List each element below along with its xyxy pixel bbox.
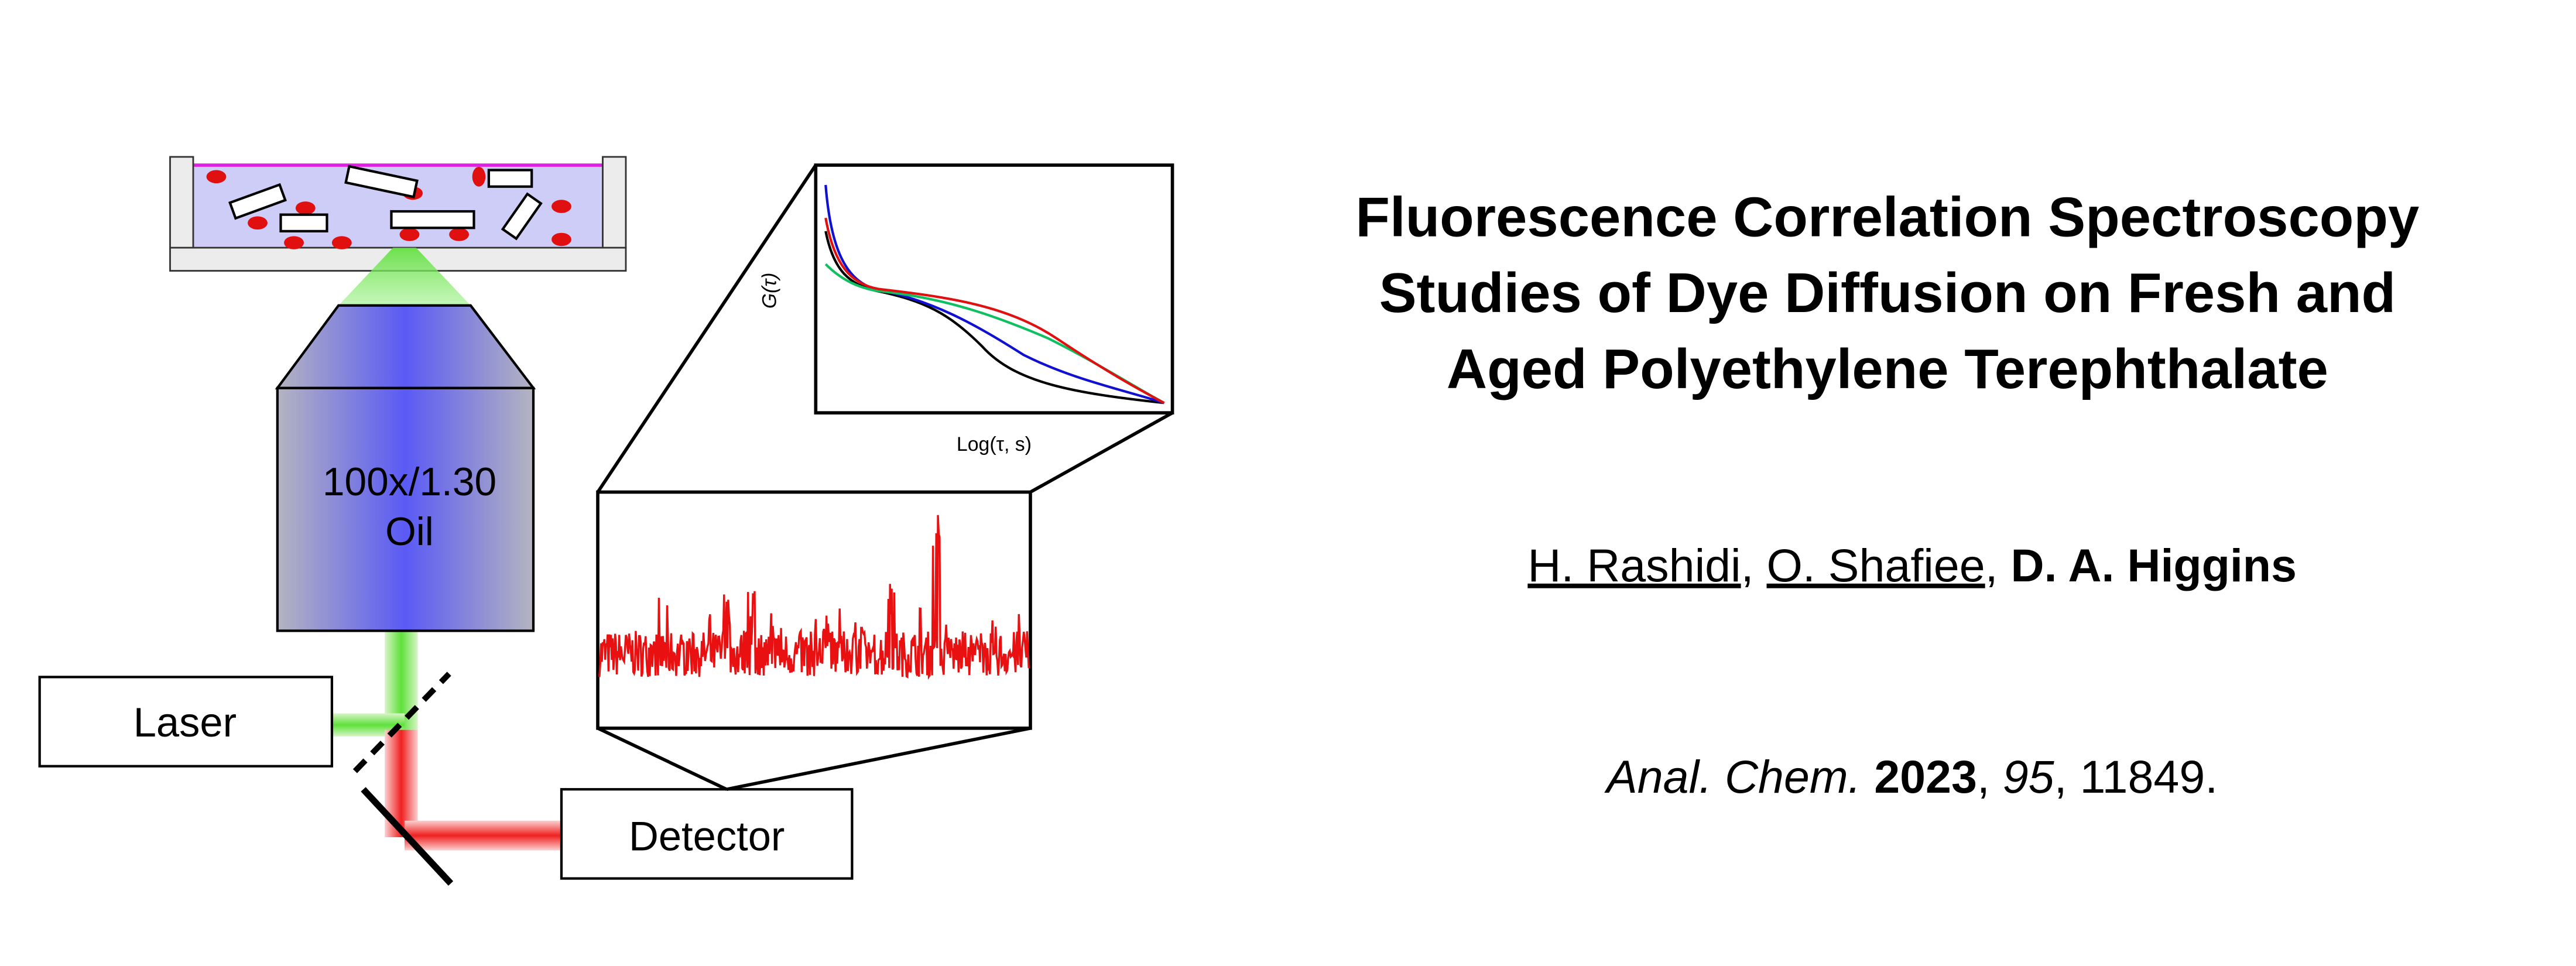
connector-lines bbox=[596, 164, 1173, 791]
red-beam bbox=[405, 820, 561, 851]
title-line: Studies of Dye Diffusion on Fresh and bbox=[1379, 262, 2396, 324]
objective: 100x/1.30 Oil bbox=[275, 304, 536, 632]
correlation-curves bbox=[824, 184, 1165, 405]
authors: H. Rashidi, O. Shafiee, D. A. Higgins bbox=[1527, 540, 2297, 591]
trace-box bbox=[596, 490, 1032, 730]
y-axis-label: G(τ) bbox=[759, 273, 781, 309]
author-separator: , bbox=[1741, 540, 1767, 591]
laser-box bbox=[38, 676, 334, 768]
author-name: O. Shafiee bbox=[1767, 540, 1985, 591]
volume: 95 bbox=[2003, 751, 2055, 803]
intensity-trace bbox=[598, 515, 1030, 680]
author-name: H. Rashidi bbox=[1527, 540, 1741, 591]
mirror bbox=[361, 787, 454, 886]
x-axis-label: Log(τ, s) bbox=[957, 433, 1032, 455]
year: 2023 bbox=[1874, 751, 1977, 803]
citation-separator: , bbox=[1977, 751, 2003, 803]
detector-label: Detector bbox=[629, 813, 785, 859]
author-name: D. A. Higgins bbox=[2011, 540, 2297, 591]
paper-title: Fluorescence Correlation Spectroscopy Stu… bbox=[1355, 186, 2419, 400]
journal: Anal. Chem. bbox=[1604, 751, 1861, 803]
citation: Anal. Chem. 2023, 95, 11849. bbox=[1604, 751, 2218, 803]
objective-label: Oil bbox=[385, 510, 434, 554]
excitation-cone bbox=[338, 248, 471, 306]
author-separator: , bbox=[1985, 540, 2011, 591]
laser-label: Laser bbox=[133, 699, 237, 745]
pages: 11849. bbox=[2080, 751, 2218, 803]
title-line: Fluorescence Correlation Spectroscopy bbox=[1355, 186, 2419, 248]
citation-separator: , bbox=[2054, 751, 2080, 803]
dichroic-mirror bbox=[352, 672, 451, 773]
detector-box bbox=[560, 788, 854, 880]
title-line: Aged Polyethylene Terephthalate bbox=[1447, 338, 2328, 400]
objective-label: 100x/1.30 bbox=[323, 460, 496, 504]
